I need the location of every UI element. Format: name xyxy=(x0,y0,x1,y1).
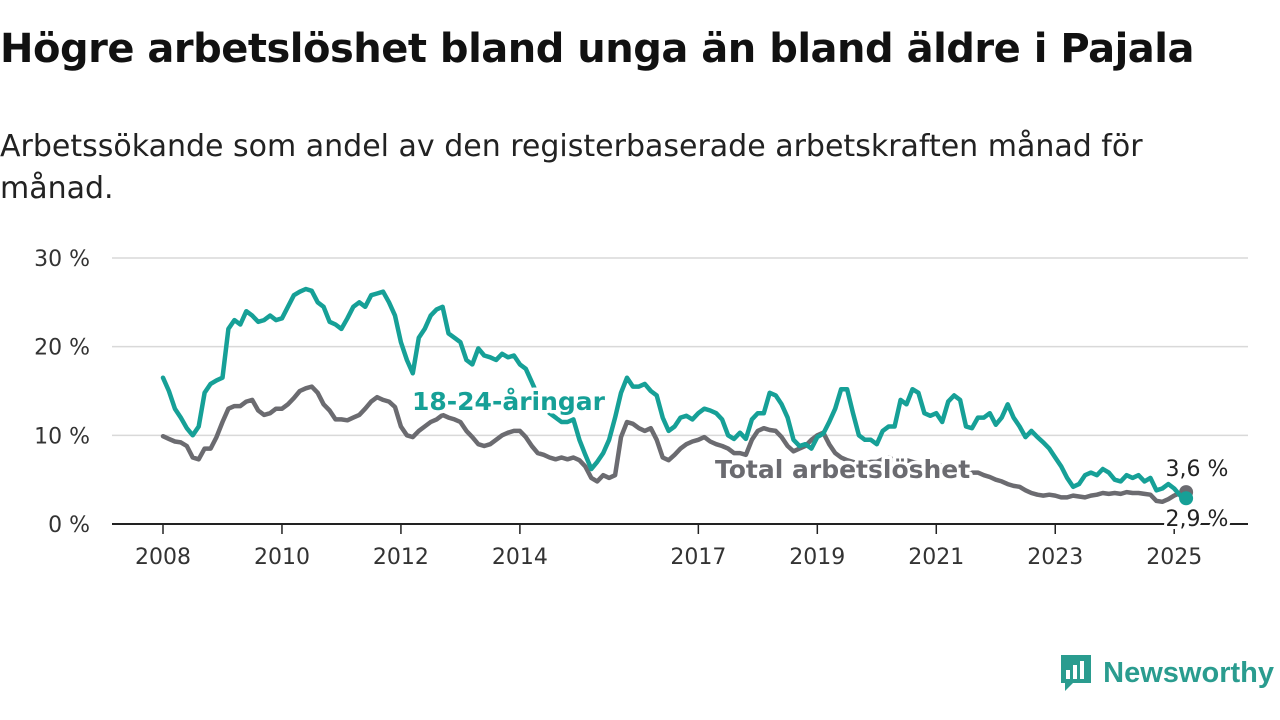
x-tick-label: 2012 xyxy=(373,545,429,570)
series-name-label: 18-24-åringar xyxy=(412,387,606,416)
series-labels: 18-24-åringar Total arbetslöshet 3,6 % 2,9 … xyxy=(409,384,1232,536)
x-tick-label: 2021 xyxy=(908,545,964,570)
series-end-value-label: 3,6 % xyxy=(1166,457,1229,482)
x-tick-label: 2023 xyxy=(1027,545,1083,570)
x-axis: 2008 2010 2012 2014 2017 2019 2021 2023 2025 xyxy=(135,524,1202,570)
y-axis: 0 % 10 % 20 % 30 % xyxy=(34,247,90,538)
series-line-1 xyxy=(160,384,1189,505)
x-tick-label: 2010 xyxy=(254,545,310,570)
chart-subtitle: Arbetssökande som andel av den registerb… xyxy=(0,129,1143,206)
grid xyxy=(112,257,1248,525)
brand: Newsworthy xyxy=(1059,653,1274,693)
y-tick-label: 10 % xyxy=(34,424,90,449)
y-tick-label: 30 % xyxy=(34,247,90,272)
series-name-label: Total arbetslöshet xyxy=(715,455,970,484)
brand-name: Newsworthy xyxy=(1103,656,1274,689)
series-lines xyxy=(160,286,1194,506)
x-tick-label: 2014 xyxy=(492,545,548,570)
x-tick-label: 2017 xyxy=(670,545,726,570)
y-tick-label: 0 % xyxy=(48,513,90,538)
x-tick-label: 2019 xyxy=(789,545,845,570)
x-tick-label: 2008 xyxy=(135,545,191,570)
newsworthy-logo-icon xyxy=(1061,655,1092,691)
series-line-0 xyxy=(160,286,1189,501)
chart-title: Högre arbetslöshet bland unga än bland ä… xyxy=(0,26,1194,72)
series-end-marker-0 xyxy=(1179,491,1194,506)
y-tick-label: 20 % xyxy=(34,336,90,361)
series-end-value-label: 2,9 % xyxy=(1166,507,1229,532)
x-tick-label: 2025 xyxy=(1146,545,1202,570)
